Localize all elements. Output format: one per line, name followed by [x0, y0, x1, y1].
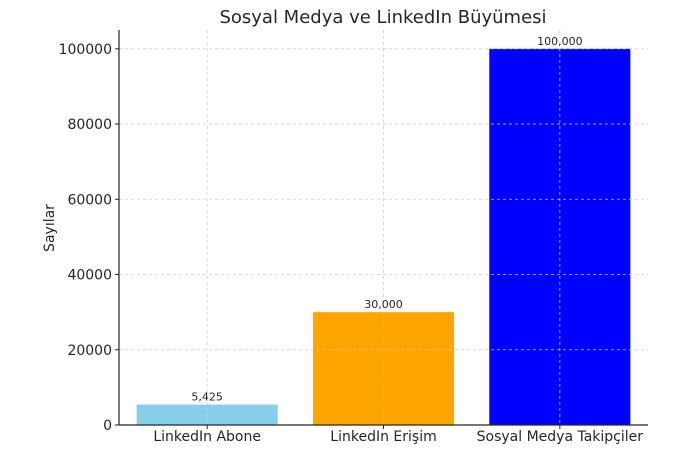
bar-value-label: 5,425: [191, 391, 223, 404]
y-tick-label: 100000: [59, 42, 112, 58]
y-tick-label: 20000: [67, 343, 112, 359]
grid: [119, 30, 648, 425]
data-labels: 5,425 30,000 100,000: [191, 35, 582, 404]
y-tick-label: 0: [103, 418, 112, 434]
x-tick-label: Sosyal Medya Takipçiler: [477, 429, 644, 445]
y-tick-label: 60000: [67, 192, 112, 208]
bar-value-label: 30,000: [364, 298, 403, 311]
y-axis-label: Sayılar: [42, 204, 58, 252]
bar-value-label: 100,000: [537, 35, 583, 48]
y-tick-label: 40000: [67, 268, 112, 284]
x-tick-label: LinkedIn Erişim: [330, 429, 436, 445]
x-tick-label: LinkedIn Abone: [153, 429, 261, 445]
chart-title: Sosyal Medya ve LinkedIn Büyümesi: [219, 7, 546, 28]
ticks: 0 20000 40000 60000 80000 100000 LinkedIn Abon…: [59, 42, 644, 445]
y-tick-label: 80000: [67, 117, 112, 133]
